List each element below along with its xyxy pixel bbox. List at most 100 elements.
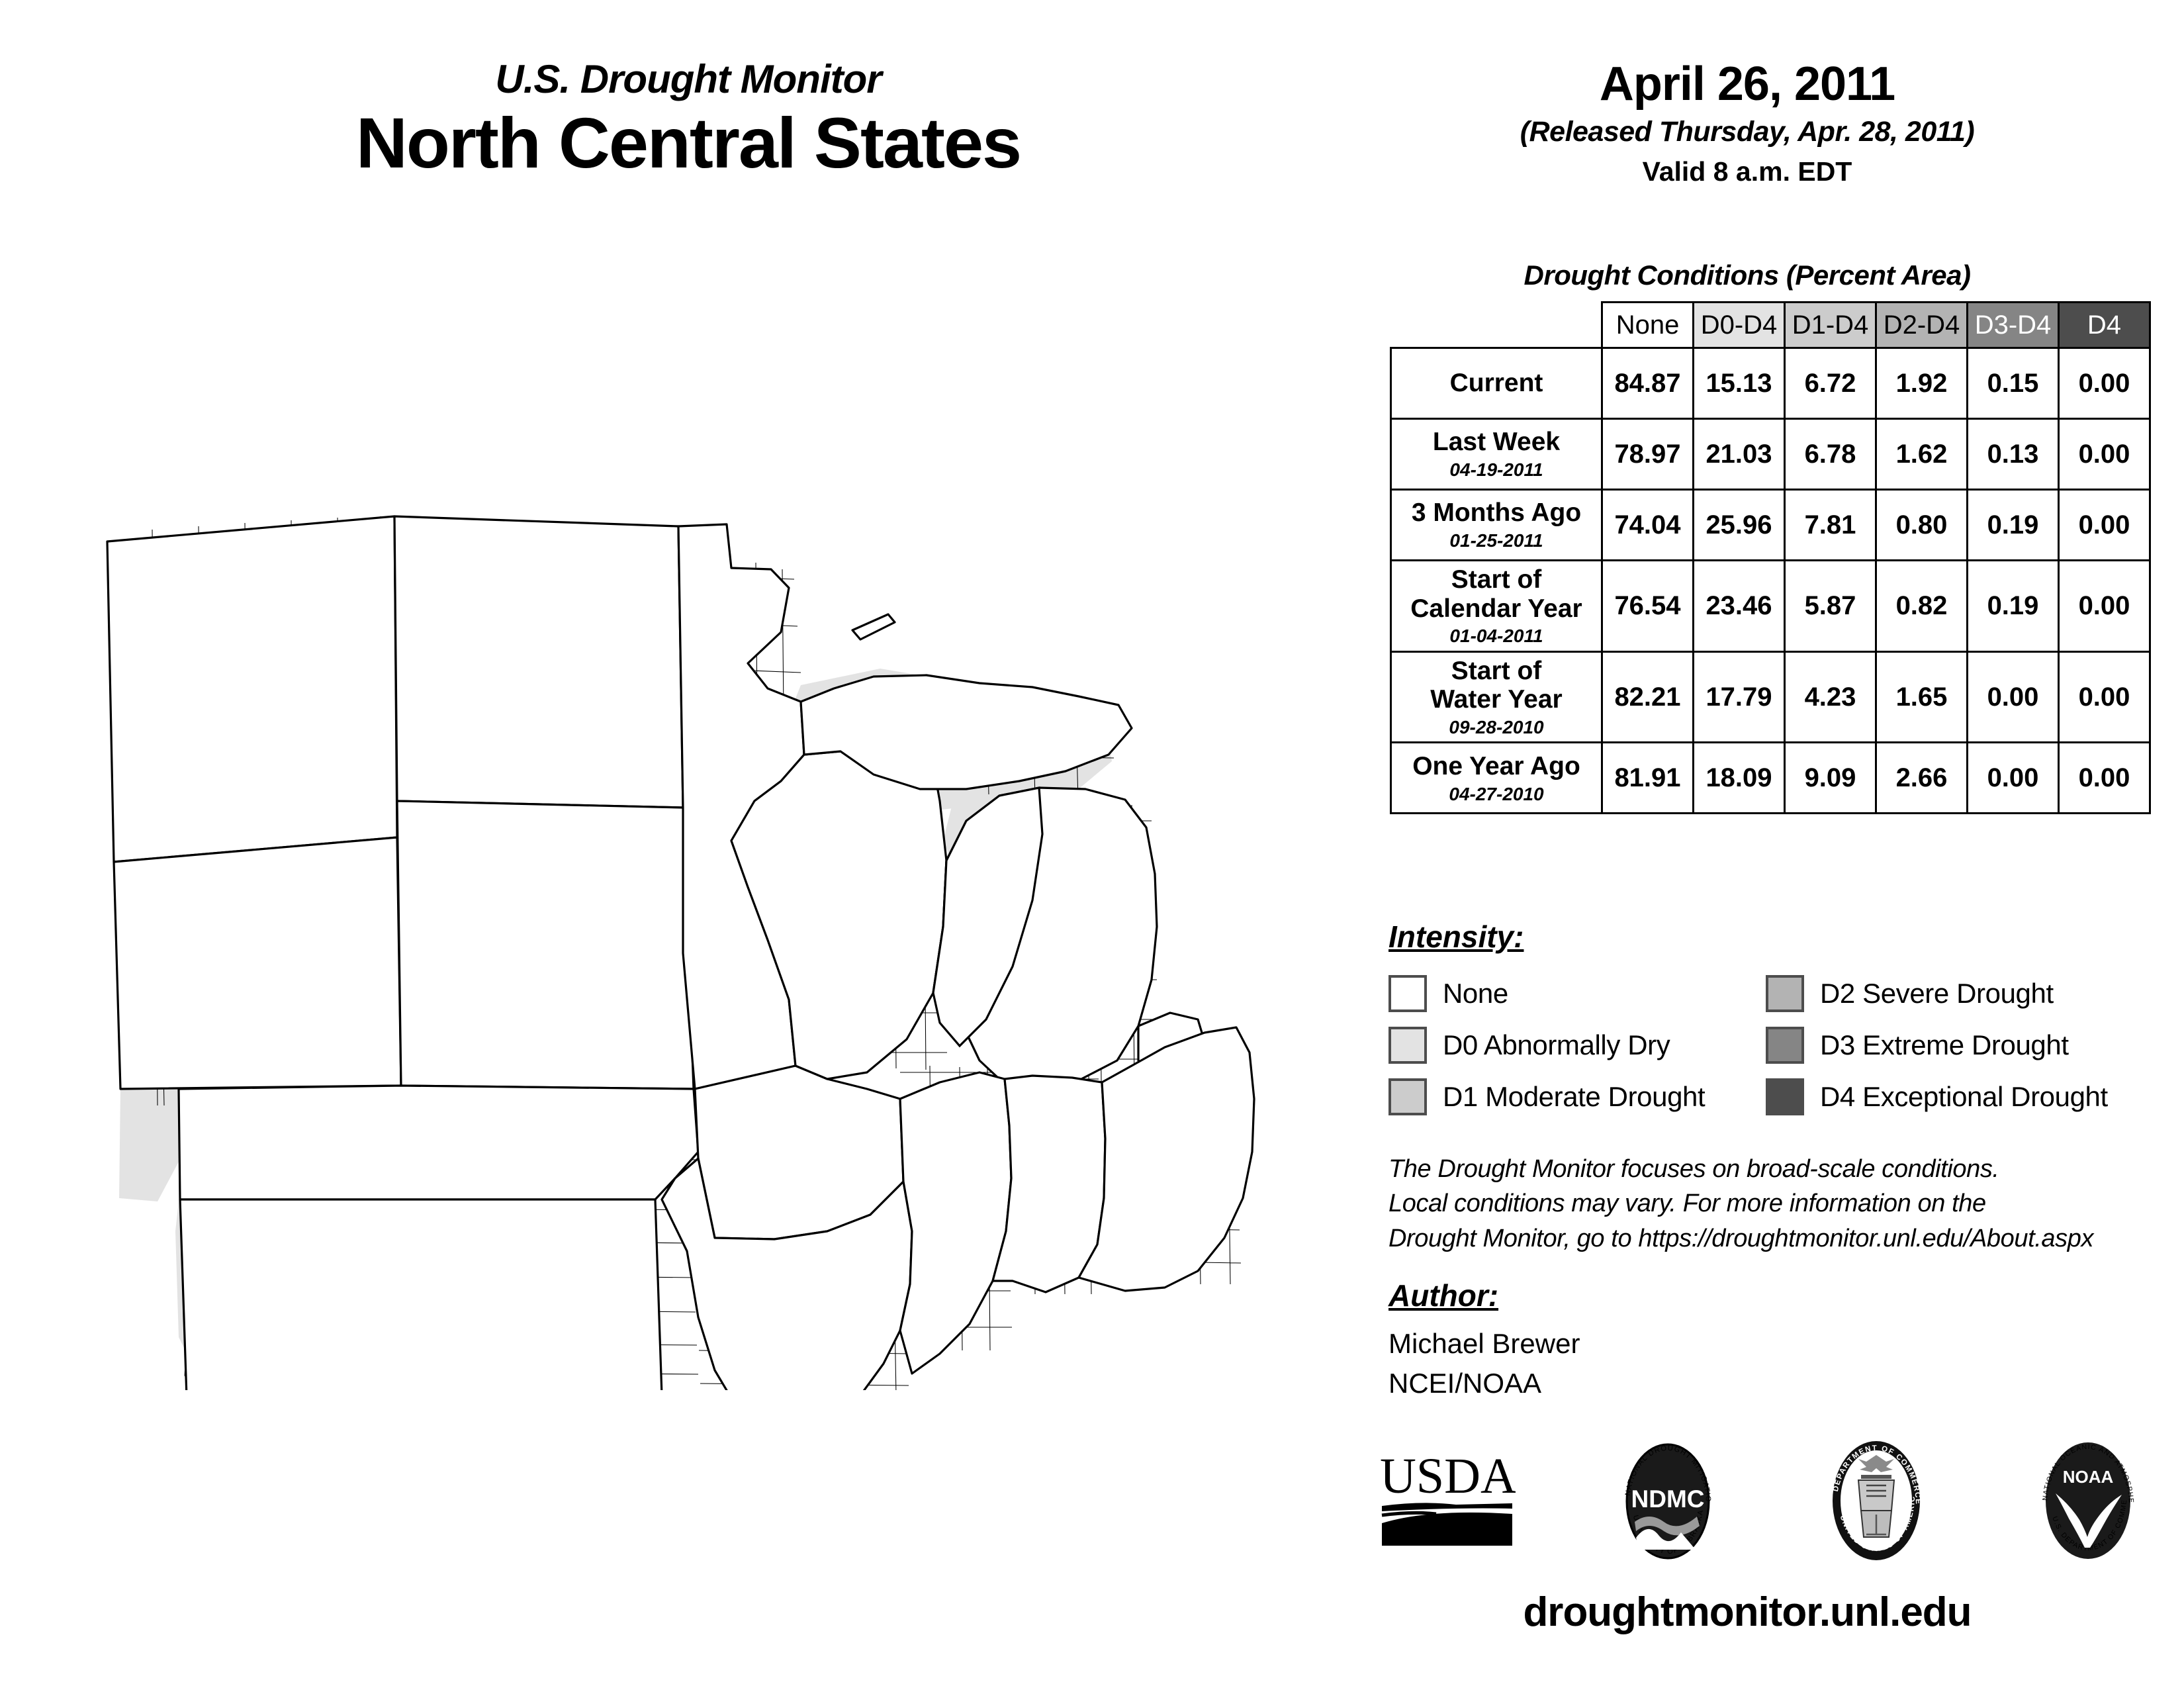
author-title: Author: xyxy=(1388,1278,1499,1313)
svg-text:NOAA: NOAA xyxy=(2063,1467,2114,1487)
agency-logos: USDA NATIONAL DROUGHT MITIGATION CENTER … xyxy=(1377,1430,2144,1569)
table-cell: 0.00 xyxy=(2058,347,2151,420)
drought-map[interactable] xyxy=(79,490,1337,1390)
row-label-text: Start of Water Year xyxy=(1430,656,1563,714)
table-cell: 0.00 xyxy=(2058,650,2151,744)
row-label: One Year Ago 04-27-2010 xyxy=(1390,741,1603,815)
row-label-date: 09-28-2010 xyxy=(1449,717,1544,738)
column-header-d0-d4: D0-D4 xyxy=(1692,301,1786,349)
author-info: Michael Brewer NCEI/NOAA xyxy=(1388,1324,1580,1403)
legend-item: D2 Severe Drought xyxy=(1766,968,2143,1019)
table-cell: 0.00 xyxy=(1966,741,2060,815)
table-cell: 0.00 xyxy=(2058,741,2151,815)
table-cell: 1.92 xyxy=(1875,347,1968,420)
table-cell: 0.00 xyxy=(2058,559,2151,653)
table-cell: 0.19 xyxy=(1966,489,2060,561)
header-left: U.S. Drought Monitor North Central State… xyxy=(225,60,1152,183)
row-label: Start of Calendar Year 01-04-2011 xyxy=(1390,559,1603,653)
state-illinois xyxy=(899,1071,1013,1375)
legend-item: D1 Moderate Drought xyxy=(1388,1071,1766,1123)
state-michigan-up xyxy=(799,674,1133,790)
table-cell: 0.00 xyxy=(1966,650,2060,744)
table-row: Last Week 04-19-2011 78.97 21.03 6.78 1.62 0.1… xyxy=(1390,418,2151,491)
row-label-text: Current xyxy=(1449,369,1543,398)
state-kansas xyxy=(179,1198,663,1390)
table-cell: 23.46 xyxy=(1692,559,1786,653)
table-cell: 0.19 xyxy=(1966,559,2060,653)
noaa-logo: NATIONAL OCEANIC AND ATMOSPHERIC ADMINIS… xyxy=(2028,1430,2144,1569)
legend-item: D3 Extreme Drought xyxy=(1766,1019,2143,1071)
valid-date: April 26, 2011 xyxy=(1599,58,1895,111)
column-header-d4: D4 xyxy=(2058,301,2151,349)
legend-label: D1 Moderate Drought xyxy=(1443,1081,1706,1112)
svg-text:NDMC: NDMC xyxy=(1631,1485,1705,1513)
legend-item: D0 Abnormally Dry xyxy=(1388,1019,1766,1071)
table-cell: 17.79 xyxy=(1692,650,1786,744)
table-cell: 21.03 xyxy=(1692,418,1786,491)
legend-label: D3 Extreme Drought xyxy=(1820,1029,2069,1060)
table-cell: 84.87 xyxy=(1601,347,1694,420)
row-label: Last Week 04-19-2011 xyxy=(1390,418,1603,491)
row-label-text: Start of Calendar Year xyxy=(1410,565,1582,623)
table-cell: 0.80 xyxy=(1875,489,1968,561)
legend-swatch xyxy=(1766,1027,1804,1064)
table-header-row: None D0-D4 D1-D4 D2-D4 D3-D4 D4 xyxy=(1391,301,2151,349)
table-cell: 0.82 xyxy=(1875,559,1968,653)
legend-item: None xyxy=(1388,968,1766,1019)
table-cell: 0.00 xyxy=(2058,489,2151,561)
table-cell: 74.04 xyxy=(1601,489,1694,561)
table-cell: 1.65 xyxy=(1875,650,1968,744)
svg-text:USDA: USDA xyxy=(1380,1448,1516,1504)
table-cell: 18.09 xyxy=(1692,741,1786,815)
legend-swatch xyxy=(1388,975,1427,1012)
row-label: Start of Water Year 09-28-2010 xyxy=(1390,650,1603,744)
row-label-text: Last Week xyxy=(1432,428,1561,457)
drought-conditions-table: None D0-D4 D1-D4 D2-D4 D3-D4 D4 Current 84.87 1… xyxy=(1390,301,2151,815)
table-cell: 78.97 xyxy=(1601,418,1694,491)
state-north-dakota xyxy=(393,515,684,809)
legend-swatch xyxy=(1766,1078,1804,1115)
page-title: North Central States xyxy=(355,103,1022,183)
table-cell: 2.66 xyxy=(1875,741,1968,815)
table-row: Start of Water Year 09-28-2010 82.21 17.79 4.… xyxy=(1390,650,2151,744)
state-missouri xyxy=(660,1157,913,1390)
subtitle: U.S. Drought Monitor xyxy=(495,57,882,101)
row-label-text: One Year Ago xyxy=(1412,751,1580,780)
table-body: Current 84.87 15.13 6.72 1.92 0.15 0.00 Last We… xyxy=(1390,347,2151,815)
state-outlines-layer xyxy=(106,515,1255,1390)
state-south-dakota xyxy=(396,800,695,1090)
header-right: April 26, 2011 (Released Thursday, Apr. … xyxy=(1357,58,2138,187)
table-cell: 6.72 xyxy=(1784,347,1877,420)
table-row: Start of Calendar Year 01-04-2011 76.54 23.4… xyxy=(1390,559,2151,653)
row-label-date: 04-27-2010 xyxy=(1449,783,1544,804)
row-label-date: 01-25-2011 xyxy=(1449,530,1543,551)
table-caption: Drought Conditions (Percent Area) xyxy=(1524,259,1971,291)
intensity-legend: None D2 Severe Drought D0 Abnormally Dry D3… xyxy=(1388,968,2143,1123)
legend-label: D4 Exceptional Drought xyxy=(1820,1081,2108,1112)
legend-swatch xyxy=(1766,975,1804,1012)
row-label: Current xyxy=(1390,347,1603,420)
author-name: Michael Brewer xyxy=(1388,1328,1580,1359)
table-cell: 76.54 xyxy=(1601,559,1694,653)
table-cell: 82.21 xyxy=(1601,650,1694,744)
table-cell: 4.23 xyxy=(1784,650,1877,744)
table-cell: 15.13 xyxy=(1692,347,1786,420)
legend-label: D0 Abnormally Dry xyxy=(1443,1029,1670,1060)
table-row: Current 84.87 15.13 6.72 1.92 0.15 0.00 xyxy=(1390,347,2151,420)
table-cell: 0.13 xyxy=(1966,418,2060,491)
legend-label: D2 Severe Drought xyxy=(1820,978,2054,1009)
doc-seal: DEPARTMENT OF COMMERCE UNITED STATES OF … xyxy=(1817,1430,1933,1569)
column-header-d1-d4: D1-D4 xyxy=(1784,301,1877,349)
disclaimer-text: The Drought Monitor focuses on broad-sca… xyxy=(1388,1155,2094,1252)
table-row: 3 Months Ago 01-25-2011 74.04 25.96 7.81 0.80… xyxy=(1390,489,2151,561)
table-cell: 5.87 xyxy=(1784,559,1877,653)
ndmc-logo: NATIONAL DROUGHT MITIGATION CENTER UNIVE… xyxy=(1612,1432,1721,1568)
row-label-date: 04-19-2011 xyxy=(1449,459,1543,481)
row-label-text: 3 Months Ago xyxy=(1411,498,1582,528)
column-header-none: None xyxy=(1601,301,1694,349)
legend-swatch xyxy=(1388,1027,1427,1064)
intensity-title: Intensity: xyxy=(1388,919,1524,954)
table-cell: 1.62 xyxy=(1875,418,1968,491)
row-label: 3 Months Ago 01-25-2011 xyxy=(1390,489,1603,561)
row-label-date: 01-04-2011 xyxy=(1449,626,1543,647)
